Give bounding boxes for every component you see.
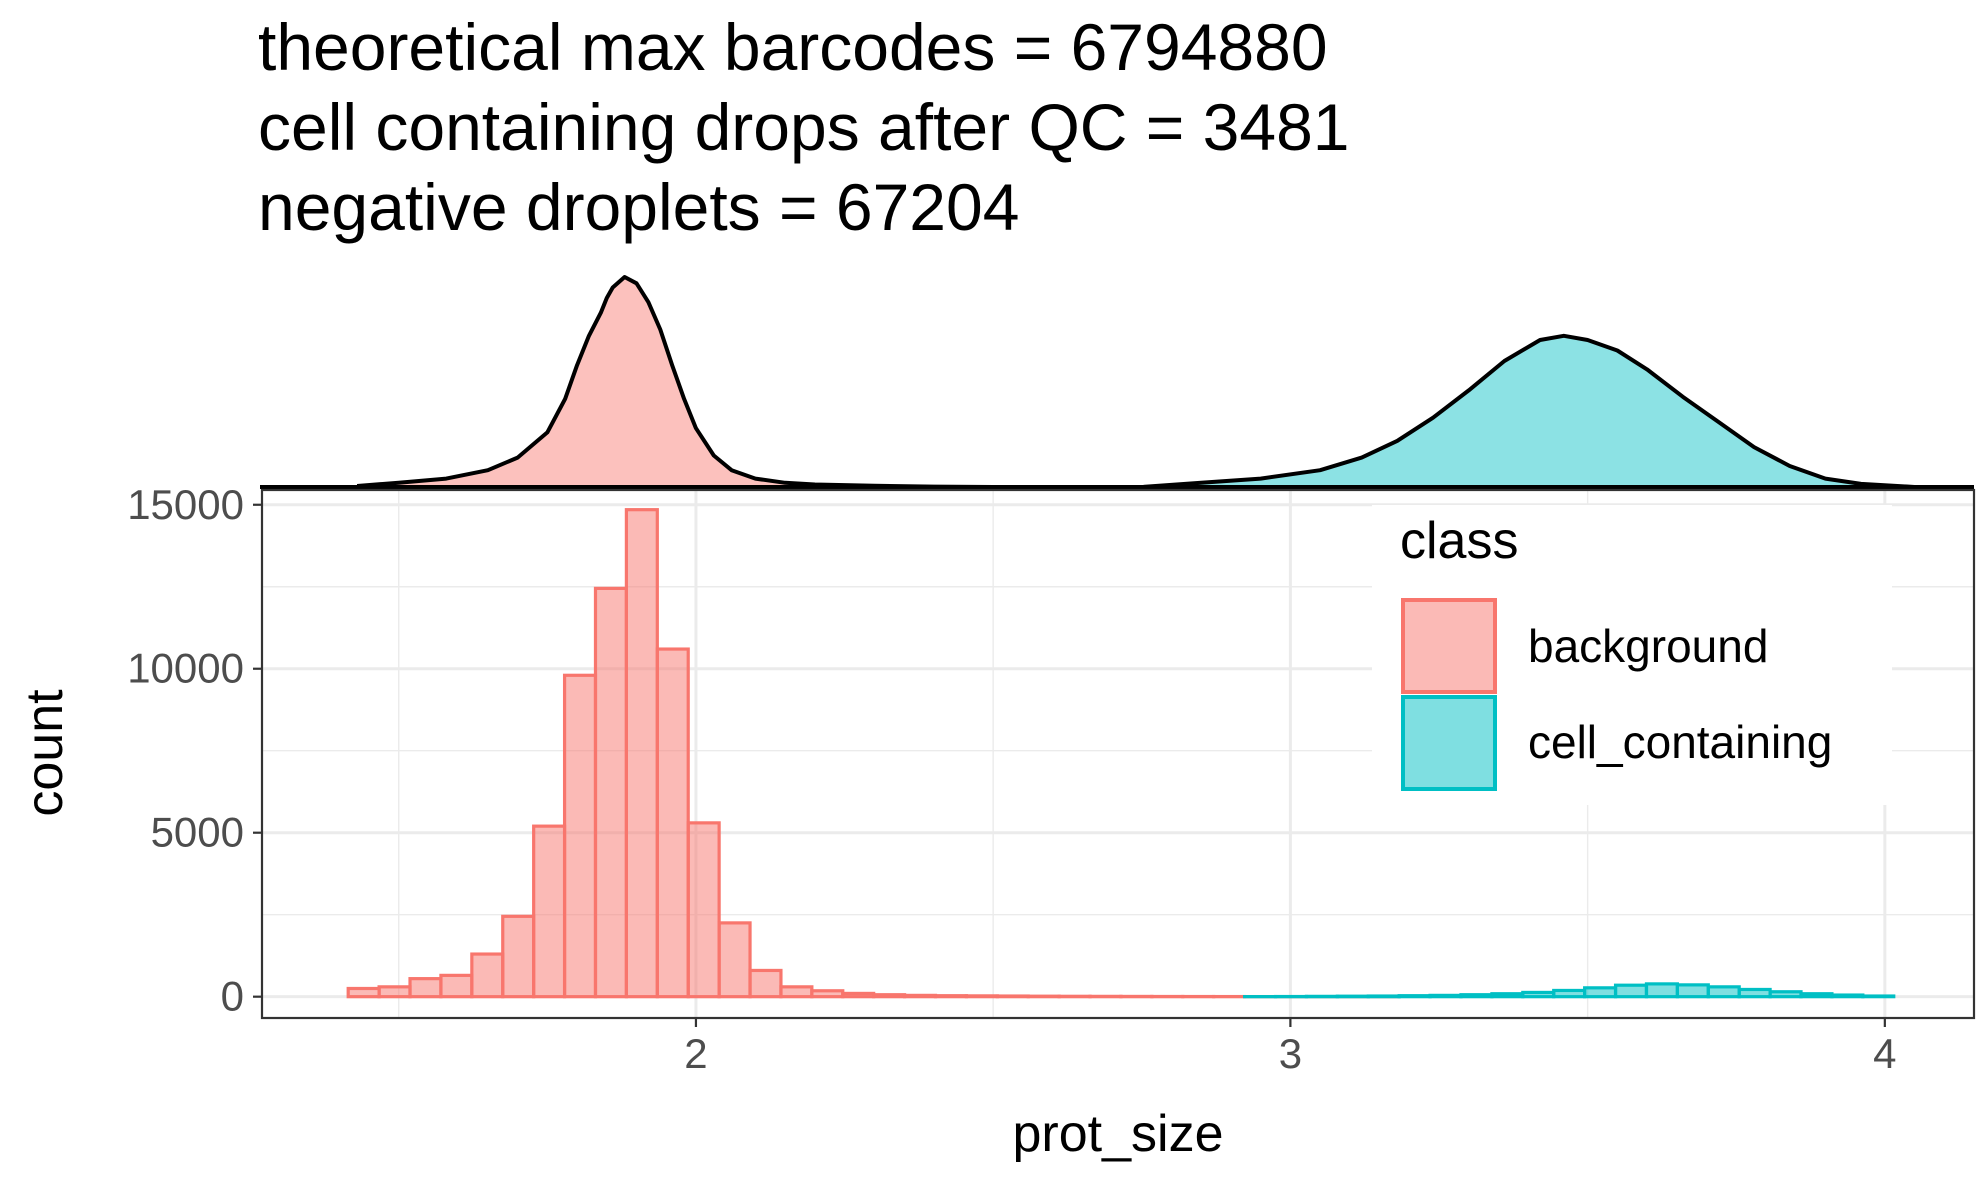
y-axis: 0 5000 10000 15000 (127, 481, 262, 1020)
bar-cell_containing-41 (1613, 983, 1649, 999)
bar-cell_containing-39 (1552, 988, 1587, 999)
bar-cell_containing-45 (1737, 987, 1772, 999)
x-axis: 2 3 4 (684, 1018, 1897, 1077)
density-line-cell_containing (1141, 333, 1915, 489)
bar-background-11 (686, 821, 721, 999)
bar-background-10 (655, 647, 690, 999)
y-tick-label: 15000 (127, 481, 244, 528)
legend-key-cell-containing (1401, 695, 1497, 791)
bar-background-3 (439, 973, 474, 999)
bar-background-14 (779, 985, 814, 999)
bar-background-9 (624, 508, 659, 999)
bar-cell_containing-37 (1490, 992, 1525, 999)
x-axis-title: prot_size (1013, 1105, 1224, 1163)
density-area-background (357, 277, 994, 487)
bar-cell_containing-36 (1459, 993, 1494, 999)
bar-background-6 (532, 824, 567, 999)
legend-label-cell-containing: cell_containing (1528, 716, 1832, 768)
bar-background-4 (470, 952, 505, 999)
bar-cell_containing-34 (1397, 994, 1432, 999)
bar-cell_containing-33 (1366, 994, 1401, 999)
x-tick-label: 4 (1873, 1030, 1896, 1077)
bar-background-18 (902, 993, 938, 999)
bar-background-17 (872, 993, 907, 999)
bar-background-21 (995, 994, 1030, 999)
y-axis-title: count (16, 689, 74, 817)
title-line-2: cell containing drops after QC = 3481 (258, 90, 1349, 164)
density-line-background (356, 275, 994, 489)
bar-cell_containing-42 (1644, 982, 1679, 999)
bar-cell_containing-38 (1521, 990, 1556, 999)
density-area-cell_containing (1141, 335, 1915, 487)
bar-background-12 (717, 921, 752, 999)
bar-cell_containing-40 (1583, 986, 1618, 999)
bar-background-19 (933, 994, 969, 999)
bar-background-13 (748, 968, 783, 999)
bar-background-20 (964, 994, 999, 999)
bar-cell_containing-48 (1830, 993, 1865, 999)
chart-title: theoretical max barcodes = 6794880 cell … (258, 10, 1349, 244)
bar-cell_containing-46 (1768, 990, 1803, 999)
bar-background-7 (562, 673, 598, 999)
title-line-3: negative droplets = 67204 (258, 170, 1019, 244)
density-panel (260, 275, 1974, 489)
bar-background-1 (377, 985, 412, 999)
plot-border (260, 488, 1976, 1020)
legend-title: class (1400, 512, 1518, 570)
x-tick-label: 2 (684, 1030, 707, 1077)
y-tick-label: 5000 (151, 809, 244, 856)
bar-background-2 (408, 977, 443, 999)
bar-background-5 (501, 914, 536, 999)
bar-background-8 (593, 586, 628, 999)
bar-background-0 (346, 986, 381, 999)
bar-cell_containing-47 (1799, 992, 1834, 999)
y-tick-label: 0 (221, 973, 244, 1020)
legend-label-background: background (1528, 620, 1768, 672)
legend: class background cell_containing (1372, 505, 1892, 805)
bar-cell_containing-43 (1675, 983, 1710, 999)
y-tick-label: 10000 (127, 645, 244, 692)
bar-cell_containing-49 (1861, 994, 1896, 999)
histogram-bars (346, 508, 1896, 999)
x-tick-label: 3 (1279, 1030, 1302, 1077)
bar-background-16 (841, 991, 876, 999)
bar-cell_containing-44 (1706, 985, 1741, 999)
bar-cell_containing-35 (1428, 993, 1463, 999)
bar-background-15 (810, 989, 845, 999)
legend-key-background (1401, 598, 1497, 694)
title-line-1: theoretical max barcodes = 6794880 (258, 10, 1328, 84)
